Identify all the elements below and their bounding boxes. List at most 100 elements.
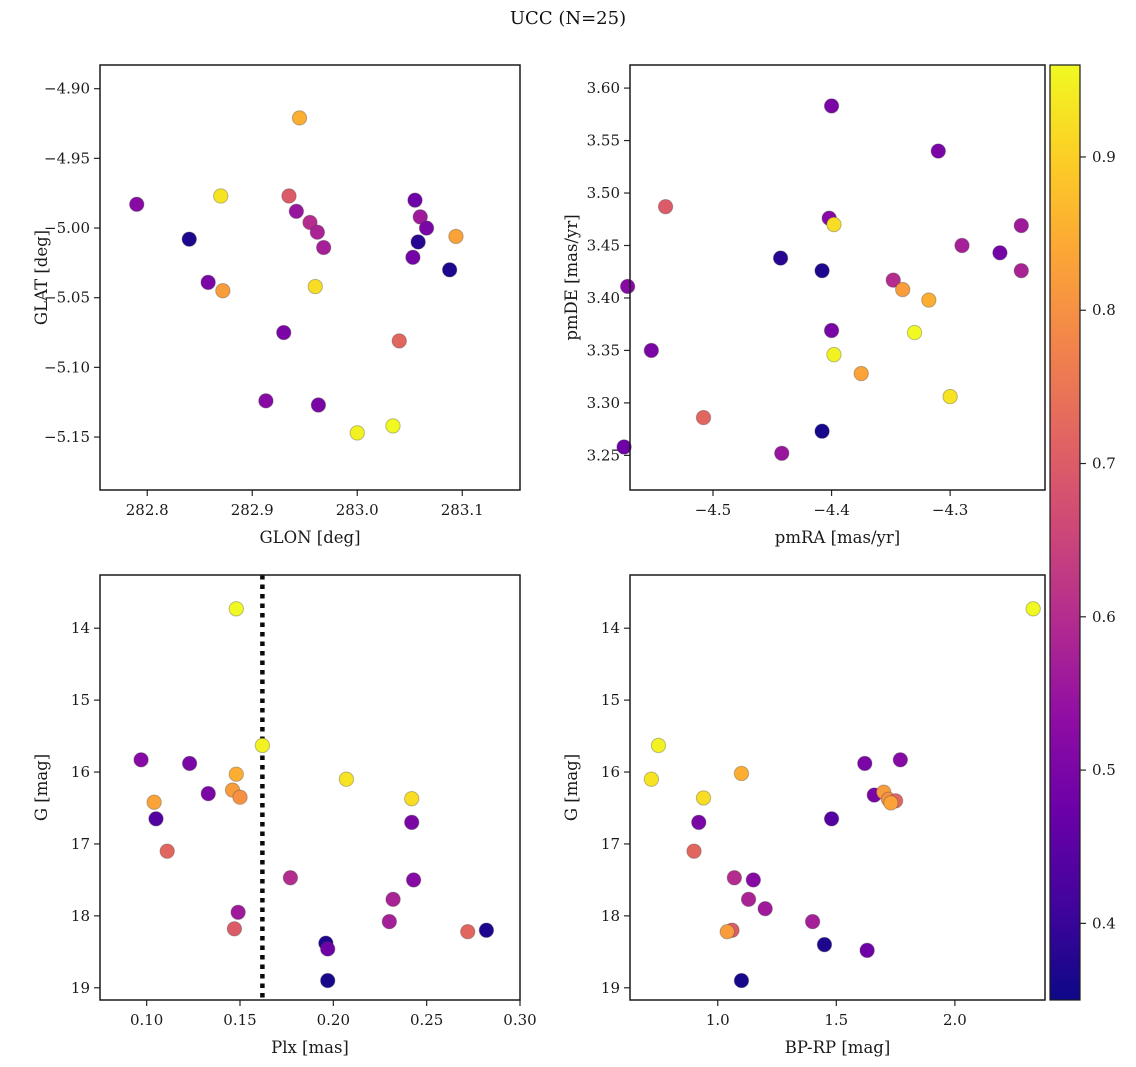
- scatter-point: [200, 274, 216, 291]
- scatter-point: [200, 785, 216, 802]
- scatter-point: [921, 292, 937, 308]
- x-tick-label: 0.25: [410, 1011, 443, 1029]
- colorbar-tick-label: 0.8: [1092, 301, 1116, 319]
- colorbar-tick-label: 0.6: [1092, 608, 1116, 626]
- y-tick-label: −4.95: [44, 149, 90, 167]
- y-axis-label: GLAT [deg]: [32, 230, 51, 325]
- scatter-point: [772, 250, 789, 266]
- scatter-point: [733, 972, 750, 989]
- y-tick-label: 17: [601, 835, 620, 853]
- scatter-point: [146, 794, 162, 810]
- y-tick-label: 18: [601, 907, 620, 925]
- y-tick-label: 3.55: [587, 132, 620, 150]
- scatter-point: [226, 921, 243, 937]
- y-axis-label: G [mag]: [562, 754, 581, 821]
- scatter-point: [129, 196, 145, 213]
- scatter-plot-glon-glat: 282.8 282.9 283.0 283.1 −4.90 −4.95 −5.00 −5.05…: [32, 64, 521, 547]
- scatter-point: [282, 870, 299, 886]
- scatter-point: [740, 891, 757, 908]
- x-tick-label: 1.0: [706, 1011, 730, 1029]
- scatter-point: [405, 872, 422, 888]
- scatter-point: [148, 811, 164, 827]
- colorbar-gradient: [1049, 64, 1081, 1001]
- scatter-point: [315, 239, 332, 256]
- x-tick-label: 282.9: [231, 501, 274, 519]
- colorbar-tick-label: 0.4: [1092, 914, 1116, 932]
- y-tick-label: 3.40: [587, 289, 620, 307]
- y-tick-label: 17: [71, 835, 90, 853]
- scatter-point: [404, 814, 420, 831]
- y-tick-label: 3.35: [587, 341, 620, 359]
- scatter-point: [695, 409, 712, 426]
- y-tick-label: 3.30: [587, 394, 620, 412]
- panel-cmd: 1.0 1.5 2.0 14 15 16 17 18 19 BP-RP [mag] G [mag]: [560, 560, 1065, 1065]
- y-tick-label: 15: [71, 691, 90, 709]
- scatter-point: [757, 900, 773, 917]
- colorbar: 0.9 0.8 0.7 0.6 0.5 0.4: [1040, 50, 1136, 1015]
- scatter-point: [159, 843, 175, 859]
- scatter-point: [691, 814, 707, 831]
- y-axis-label: G [mag]: [32, 754, 51, 821]
- scatter-point: [418, 220, 435, 236]
- scatter-point: [883, 795, 899, 811]
- scatter-point: [826, 216, 842, 233]
- y-tick-label: −5.15: [44, 428, 90, 446]
- y-tick-label: 15: [601, 691, 620, 709]
- colorbar-tick-label: 0.9: [1092, 148, 1116, 166]
- scatter-point: [258, 393, 274, 409]
- figure-title: UCC (N=25): [509, 8, 627, 29]
- scatter-plot-cmd: 1.0 1.5 2.0 14 15 16 17 18 19 BP-RP [mag] G [mag]: [562, 574, 1046, 1057]
- y-tick-label: 19: [601, 979, 620, 997]
- scatter-point: [992, 245, 1008, 261]
- y-tick-label: −4.90: [44, 80, 90, 98]
- scatter-point: [385, 891, 401, 908]
- scatter-point: [441, 262, 458, 278]
- scatter-point: [307, 278, 323, 295]
- x-tick-label: −4.5: [695, 501, 731, 519]
- scatter-point: [826, 346, 842, 363]
- scatter-point: [816, 936, 833, 953]
- scatter-point: [478, 922, 495, 938]
- scatter-point: [228, 766, 244, 782]
- scatter-point: [823, 98, 840, 114]
- scatter-point: [726, 870, 743, 886]
- scatter-point: [643, 342, 660, 359]
- scatter-point: [460, 923, 476, 940]
- y-tick-label: −5.10: [44, 358, 90, 376]
- panel-plx-g: 0.10 0.15 0.20 0.25 0.30 14 15 16 17 18 19 Plx [mas…: [30, 560, 540, 1065]
- scatter-point: [857, 755, 873, 772]
- scatter-point: [1025, 601, 1041, 617]
- y-tick-label: 14: [71, 619, 90, 637]
- scatter-point: [774, 445, 790, 461]
- scatter-point: [804, 913, 821, 930]
- scatter-point: [954, 237, 970, 254]
- plot-frame: [99, 64, 521, 491]
- colorbar-svg: 0.9 0.8 0.7 0.6 0.5 0.4: [1049, 64, 1116, 1001]
- scatter-point: [814, 262, 830, 279]
- y-tick-label: 3.45: [587, 236, 620, 254]
- scatter-point: [853, 365, 869, 382]
- scatter-point: [814, 423, 830, 439]
- y-tick-label: 16: [71, 763, 90, 781]
- y-tick-label: 19: [71, 979, 90, 997]
- scatter-point: [1013, 217, 1029, 234]
- y-tick-label: 16: [601, 763, 620, 781]
- plot-frame: [629, 574, 1046, 1001]
- scatter-point: [215, 283, 231, 299]
- scatter-point: [181, 231, 197, 247]
- x-tick-label: −4.4: [813, 501, 849, 519]
- scatter-point: [281, 188, 297, 204]
- x-tick-label: 282.8: [126, 501, 169, 519]
- scatter-point: [232, 789, 248, 805]
- scatter-point: [404, 790, 420, 807]
- scatter-point: [745, 872, 762, 888]
- scatter-point: [1013, 262, 1029, 279]
- scatter-point: [823, 811, 840, 827]
- scatter-point: [228, 601, 244, 617]
- scatter-point: [291, 110, 308, 126]
- x-tick-label: 283.0: [336, 501, 379, 519]
- y-axis-label: pmDE [mas/yr]: [562, 214, 581, 340]
- plot-frame: [629, 64, 1046, 491]
- y-tick-label: 18: [71, 907, 90, 925]
